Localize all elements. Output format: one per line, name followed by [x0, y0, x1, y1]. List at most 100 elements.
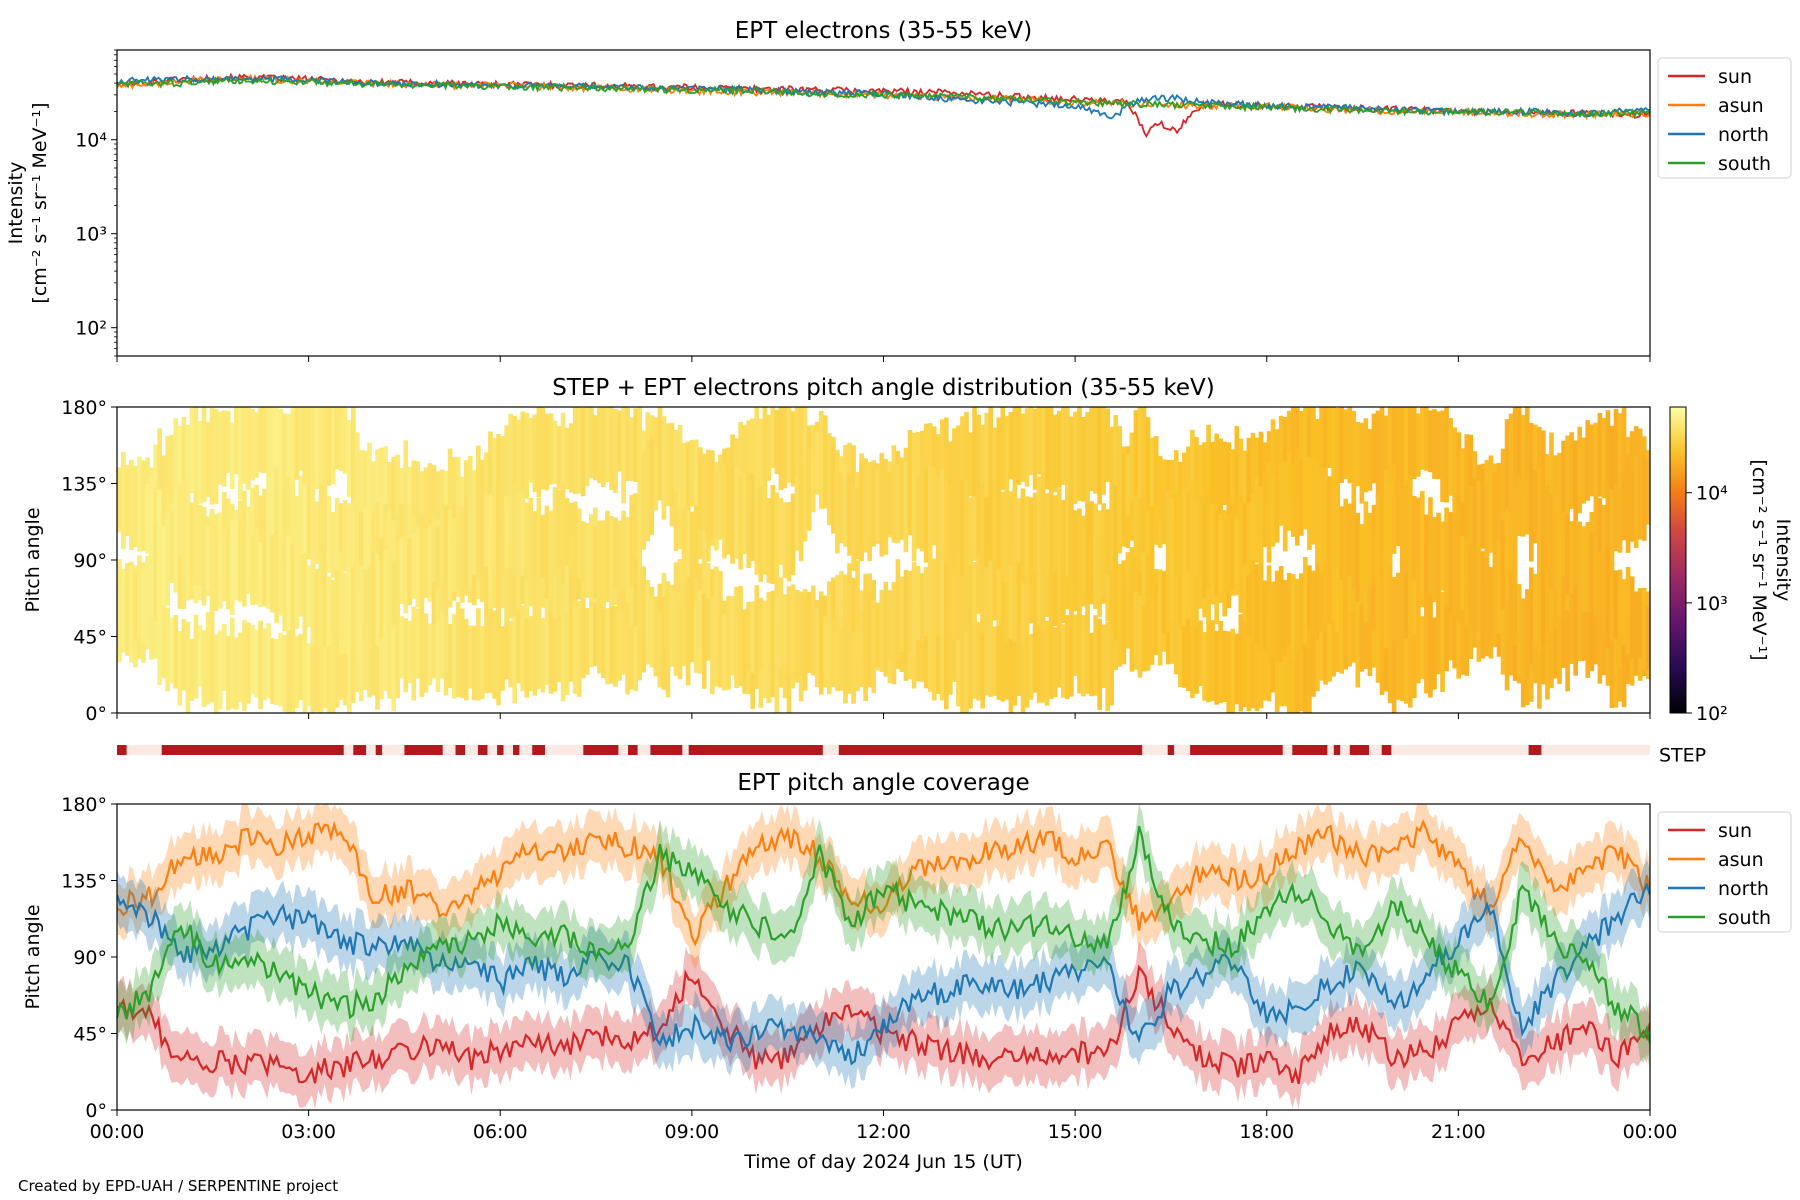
heatmap-cell	[177, 426, 183, 509]
heatmap-cell	[270, 638, 275, 705]
heatmap-cell	[1262, 580, 1268, 650]
heatmap-cell	[1299, 411, 1304, 482]
heatmap-cell	[355, 571, 360, 658]
heatmap-cell	[1182, 452, 1187, 519]
heatmap-cell	[1641, 455, 1647, 541]
heatmap-cell	[1351, 582, 1357, 663]
heatmap-cell	[1307, 407, 1312, 482]
heatmap-cell	[633, 493, 639, 558]
heatmap-cell	[1020, 413, 1026, 482]
heatmap-cell	[1621, 579, 1627, 646]
step-available-bar	[497, 745, 504, 755]
heatmap-cell	[484, 539, 489, 616]
heatmap-cell	[350, 502, 356, 594]
heatmap-cell	[1508, 554, 1514, 639]
heatmap-cell	[1012, 609, 1018, 706]
heatmap-cell	[1367, 428, 1373, 491]
heatmap-cell	[1097, 510, 1102, 605]
heatmap-cell	[1238, 438, 1244, 524]
heatmap-cell	[956, 551, 961, 641]
heatmap-cell	[1145, 482, 1151, 557]
heatmap-cell	[1194, 528, 1199, 629]
heatmap-cell	[1036, 476, 1042, 570]
heatmap-cell	[1141, 544, 1147, 624]
heatmap-cell	[661, 597, 667, 690]
heatmap-cell	[322, 407, 328, 488]
heatmap-cell	[718, 472, 723, 540]
step-available-bar	[583, 745, 619, 755]
heatmap-cell	[262, 519, 267, 607]
heatmap-cell	[129, 565, 134, 663]
heatmap-cell	[1508, 603, 1514, 676]
step-available-bar	[650, 745, 683, 755]
heatmap-cell	[556, 547, 562, 617]
heatmap-cell	[516, 532, 522, 609]
heatmap-cell	[1274, 477, 1280, 543]
heatmap-cell	[1226, 442, 1232, 517]
heatmap-cell	[818, 414, 824, 510]
heatmap-cell	[238, 407, 243, 500]
heatmap-cell	[1593, 540, 1599, 617]
heatmap-cell	[1343, 498, 1349, 599]
heatmap-cell	[1040, 533, 1046, 630]
heatmap-cell	[532, 414, 538, 493]
heatmap-cell	[1307, 625, 1312, 713]
heatmap-cell	[1161, 459, 1167, 545]
panel2-ytick-label: 90°	[73, 550, 107, 572]
heatmap-cell	[1577, 598, 1583, 662]
heatmap-cell	[1081, 615, 1086, 697]
heatmap-cell	[1581, 437, 1587, 504]
heatmap-cell	[1234, 633, 1240, 705]
heatmap-cell	[1549, 555, 1554, 632]
heatmap-cell	[1581, 526, 1587, 612]
heatmap-cell	[996, 488, 1002, 569]
heatmap-cell	[423, 613, 429, 693]
heatmap-cell	[250, 535, 255, 605]
heatmap-cell	[1274, 635, 1280, 712]
heatmap-cell	[520, 491, 526, 576]
panel4-xtick-label: 00:00	[1623, 1121, 1678, 1143]
heatmap-cell	[1250, 432, 1256, 516]
heatmap-cell	[1351, 410, 1357, 506]
heatmap-cell	[645, 580, 651, 663]
heatmap-cell	[605, 407, 610, 483]
heatmap-cell	[1395, 478, 1401, 546]
heatmap-cell	[1460, 535, 1466, 611]
heatmap-cell	[359, 450, 364, 514]
colorbar-label-line1: Intensity	[1772, 519, 1794, 602]
heatmap-cell	[1186, 548, 1191, 620]
heatmap-cell	[221, 530, 227, 602]
heatmap-cell	[839, 473, 844, 544]
heatmap-cell	[1448, 512, 1453, 614]
heatmap-cell	[1399, 481, 1405, 565]
heatmap-cell	[802, 598, 808, 691]
heatmap-cell	[367, 516, 372, 590]
heatmap-cell	[790, 493, 796, 576]
heatmap-cell	[649, 595, 655, 667]
heatmap-cell	[1609, 614, 1615, 708]
heatmap-cell	[496, 434, 501, 504]
heatmap-cell	[1633, 456, 1639, 548]
heatmap-cell	[1169, 459, 1175, 525]
heatmap-cell	[1032, 532, 1038, 633]
heatmap-cell	[516, 492, 522, 567]
heatmap-cell	[1153, 436, 1159, 536]
heatmap-cell	[1206, 424, 1211, 523]
heatmap-cell	[1428, 497, 1433, 595]
heatmap-cell	[1278, 631, 1284, 707]
heatmap-cell	[556, 426, 562, 490]
panel2-ytick-label: 135°	[61, 474, 107, 496]
heatmap-cell	[1371, 505, 1377, 586]
heatmap-cell	[1444, 593, 1449, 672]
panel4-ytick-label: 90°	[73, 947, 107, 969]
heatmap-cell	[1557, 452, 1562, 533]
heatmap-cell	[197, 504, 203, 586]
heatmap-cell	[330, 511, 336, 578]
heatmap-cell	[371, 553, 376, 640]
heatmap-cell	[794, 590, 800, 679]
heatmap-cell	[1464, 587, 1470, 676]
heatmap-cell	[1403, 485, 1409, 573]
heatmap-cell	[665, 423, 671, 506]
heatmap-cell	[948, 604, 953, 695]
heatmap-cell	[992, 626, 998, 696]
